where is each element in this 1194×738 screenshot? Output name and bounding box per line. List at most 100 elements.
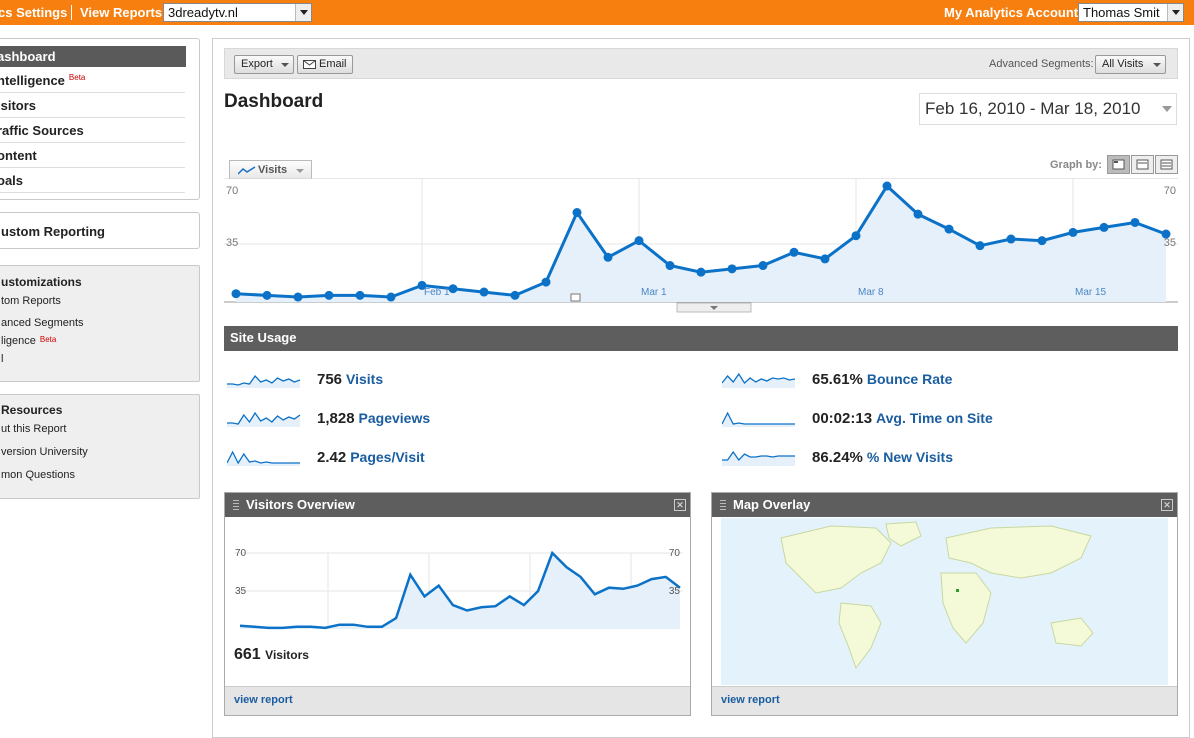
- data-point: [820, 254, 830, 264]
- export-button[interactable]: Export: [234, 55, 294, 74]
- world-map[interactable]: [721, 518, 1168, 685]
- graph-by-label: Graph by:: [1050, 159, 1102, 171]
- email-label: Email: [319, 58, 347, 70]
- conversion-university-link[interactable]: version University: [1, 446, 88, 458]
- site-select[interactable]: 3dreadytv.nl: [163, 3, 312, 22]
- visitors-overview-header: Visitors Overview ✕: [225, 493, 690, 517]
- view-reports-label: View Reports:: [80, 5, 167, 20]
- metric-1[interactable]: 1,828 Pageviews: [227, 408, 627, 430]
- data-point: [293, 292, 303, 302]
- series-area: [240, 553, 680, 629]
- visits-chart: 70 70 35 35 Feb 1 Mar 1 Mar 8 Mar 15: [224, 178, 1178, 313]
- metric-0[interactable]: 756 Visits: [227, 369, 627, 391]
- settings-link[interactable]: l: [1, 353, 4, 365]
- annotation-icon: [570, 293, 581, 302]
- view-report-link[interactable]: view report: [721, 694, 780, 706]
- data-point: [851, 231, 861, 241]
- metric-2[interactable]: 2.42 Pages/Visit: [227, 447, 627, 469]
- sidebar-item-dashboard[interactable]: ashboard: [0, 46, 186, 67]
- data-point: [231, 289, 241, 299]
- intelligence-link[interactable]: ligence Beta: [1, 335, 56, 347]
- metric-3[interactable]: 65.61% Bounce Rate: [722, 369, 1122, 391]
- data-point: [448, 284, 458, 294]
- sidebar-item-goals[interactable]: oals: [0, 169, 185, 193]
- south-america-landmass: [838, 602, 882, 670]
- x-tick-label: Feb 1: [424, 287, 450, 298]
- metric-label[interactable]: Pageviews: [358, 410, 431, 426]
- advanced-segments-link[interactable]: anced Segments: [1, 317, 84, 329]
- data-point: [541, 277, 551, 287]
- sidebar-item-traffic-sources[interactable]: raffic Sources: [0, 119, 185, 143]
- sparkline-line: [227, 450, 300, 465]
- panel-title: Visitors Overview: [246, 497, 355, 512]
- data-point: [324, 290, 334, 300]
- metric-4[interactable]: 00:02:13 Avg. Time on Site: [722, 408, 1122, 430]
- metric-value: 756 Visits: [317, 371, 384, 388]
- custom-reporting-link[interactable]: ustom Reporting: [1, 224, 105, 239]
- sidebar-item-label: ashboard: [0, 49, 56, 64]
- view-report-link[interactable]: view report: [234, 694, 293, 706]
- drag-handle-icon[interactable]: [720, 500, 726, 510]
- email-button[interactable]: Email: [297, 55, 353, 74]
- data-point: [727, 264, 737, 274]
- drag-handle-icon[interactable]: [233, 500, 239, 510]
- panel-title: Map Overlay: [733, 497, 811, 512]
- y-tick-label: 70: [1164, 185, 1176, 197]
- account-select[interactable]: Thomas Smit: [1078, 3, 1184, 22]
- sparkline: [227, 450, 300, 466]
- y-tick-label: 35: [1164, 237, 1176, 249]
- sidebar-item-intelligence[interactable]: ntelligence Beta: [0, 69, 185, 93]
- metric-5[interactable]: 86.24%% New Visits: [722, 447, 1122, 469]
- sidebar-item-content[interactable]: ontent: [0, 144, 185, 168]
- beta-badge: Beta: [68, 73, 86, 82]
- sidebar-item-label: oals: [0, 173, 24, 188]
- metric-value: 1,828 Pageviews: [317, 410, 431, 427]
- metric-label[interactable]: Visits: [346, 371, 384, 387]
- sidebar-item-label: ntelligence: [0, 73, 65, 88]
- top-bar: cs Settings View Reports: 3dreadytv.nl M…: [0, 0, 1194, 25]
- eurasia-landmass: [945, 525, 1092, 579]
- metric-label[interactable]: Bounce Rate: [866, 371, 953, 387]
- sparkline-area: [227, 376, 300, 388]
- resources-title: Resources: [1, 403, 63, 417]
- metric-label[interactable]: Pages/Visit: [350, 449, 425, 465]
- date-range-value: Feb 16, 2010 - Mar 18, 2010: [925, 99, 1141, 118]
- sparkline-line: [722, 450, 795, 462]
- settings-link[interactable]: cs Settings: [0, 5, 68, 20]
- beta-badge: Beta: [39, 335, 57, 344]
- line-chart-icon: [238, 166, 256, 175]
- site-select-value: 3dreadytv.nl: [168, 5, 238, 20]
- data-point: [572, 208, 582, 218]
- data-point: [1099, 222, 1109, 232]
- site-usage-title: Site Usage: [230, 330, 297, 345]
- greenland-landmass: [885, 521, 922, 547]
- close-icon[interactable]: ✕: [674, 499, 686, 511]
- graph-by-week-button[interactable]: [1131, 155, 1154, 174]
- sidebar-item-visitors[interactable]: isitors: [0, 94, 185, 118]
- metric-label[interactable]: % New Visits: [866, 449, 953, 465]
- sparkline-line: [227, 374, 301, 386]
- chevron-down-icon: [710, 306, 718, 310]
- graph-by-month-button[interactable]: [1155, 155, 1178, 174]
- metric-select[interactable]: Visits: [229, 160, 312, 179]
- data-point: [417, 280, 427, 290]
- customizations-title: ustomizations: [1, 275, 82, 289]
- data-point: [1161, 229, 1171, 239]
- calendar-month-icon: [1160, 159, 1173, 170]
- sidebar-item-label: raffic Sources: [0, 123, 84, 138]
- envelope-icon: [303, 60, 316, 69]
- metric-label[interactable]: Avg. Time on Site: [876, 410, 993, 426]
- custom-reports-link[interactable]: tom Reports: [1, 295, 61, 307]
- date-range-picker[interactable]: Feb 16, 2010 - Mar 18, 2010: [919, 93, 1177, 125]
- north-america-landmass: [780, 525, 892, 594]
- visitors-chart: 70 70 35 35: [235, 548, 683, 630]
- site-usage-header: Site Usage: [224, 326, 1178, 351]
- visitors-total-label: Visitors: [265, 648, 309, 662]
- segments-select[interactable]: All Visits: [1095, 55, 1166, 74]
- chevron-down-icon: [281, 63, 289, 67]
- y-tick-label: 35: [226, 237, 238, 249]
- about-report-link[interactable]: ut this Report: [1, 423, 67, 435]
- close-icon[interactable]: ✕: [1161, 499, 1173, 511]
- common-questions-link[interactable]: mon Questions: [1, 469, 75, 481]
- graph-by-day-button[interactable]: [1107, 155, 1130, 174]
